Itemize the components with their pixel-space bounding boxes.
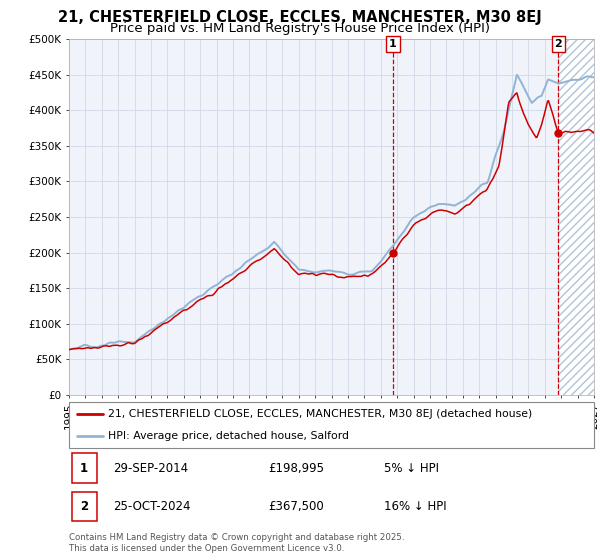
Text: 5% ↓ HPI: 5% ↓ HPI bbox=[384, 461, 439, 474]
Text: 2: 2 bbox=[80, 500, 88, 513]
Text: 25-OCT-2024: 25-OCT-2024 bbox=[113, 500, 191, 513]
Text: 1: 1 bbox=[80, 461, 88, 474]
Bar bbox=[558, 39, 594, 395]
Text: £198,995: £198,995 bbox=[269, 461, 325, 474]
Text: 1: 1 bbox=[389, 39, 397, 49]
Text: 2: 2 bbox=[554, 39, 562, 49]
Text: Price paid vs. HM Land Registry's House Price Index (HPI): Price paid vs. HM Land Registry's House … bbox=[110, 22, 490, 35]
FancyBboxPatch shape bbox=[71, 492, 97, 521]
Text: £367,500: £367,500 bbox=[269, 500, 324, 513]
Text: Contains HM Land Registry data © Crown copyright and database right 2025.
This d: Contains HM Land Registry data © Crown c… bbox=[69, 533, 404, 553]
Text: HPI: Average price, detached house, Salford: HPI: Average price, detached house, Salf… bbox=[109, 431, 349, 441]
FancyBboxPatch shape bbox=[69, 402, 594, 448]
Text: 29-SEP-2014: 29-SEP-2014 bbox=[113, 461, 189, 474]
Text: 21, CHESTERFIELD CLOSE, ECCLES, MANCHESTER, M30 8EJ (detached house): 21, CHESTERFIELD CLOSE, ECCLES, MANCHEST… bbox=[109, 409, 533, 419]
FancyBboxPatch shape bbox=[71, 454, 97, 483]
Text: 21, CHESTERFIELD CLOSE, ECCLES, MANCHESTER, M30 8EJ: 21, CHESTERFIELD CLOSE, ECCLES, MANCHEST… bbox=[58, 10, 542, 25]
Text: 16% ↓ HPI: 16% ↓ HPI bbox=[384, 500, 446, 513]
